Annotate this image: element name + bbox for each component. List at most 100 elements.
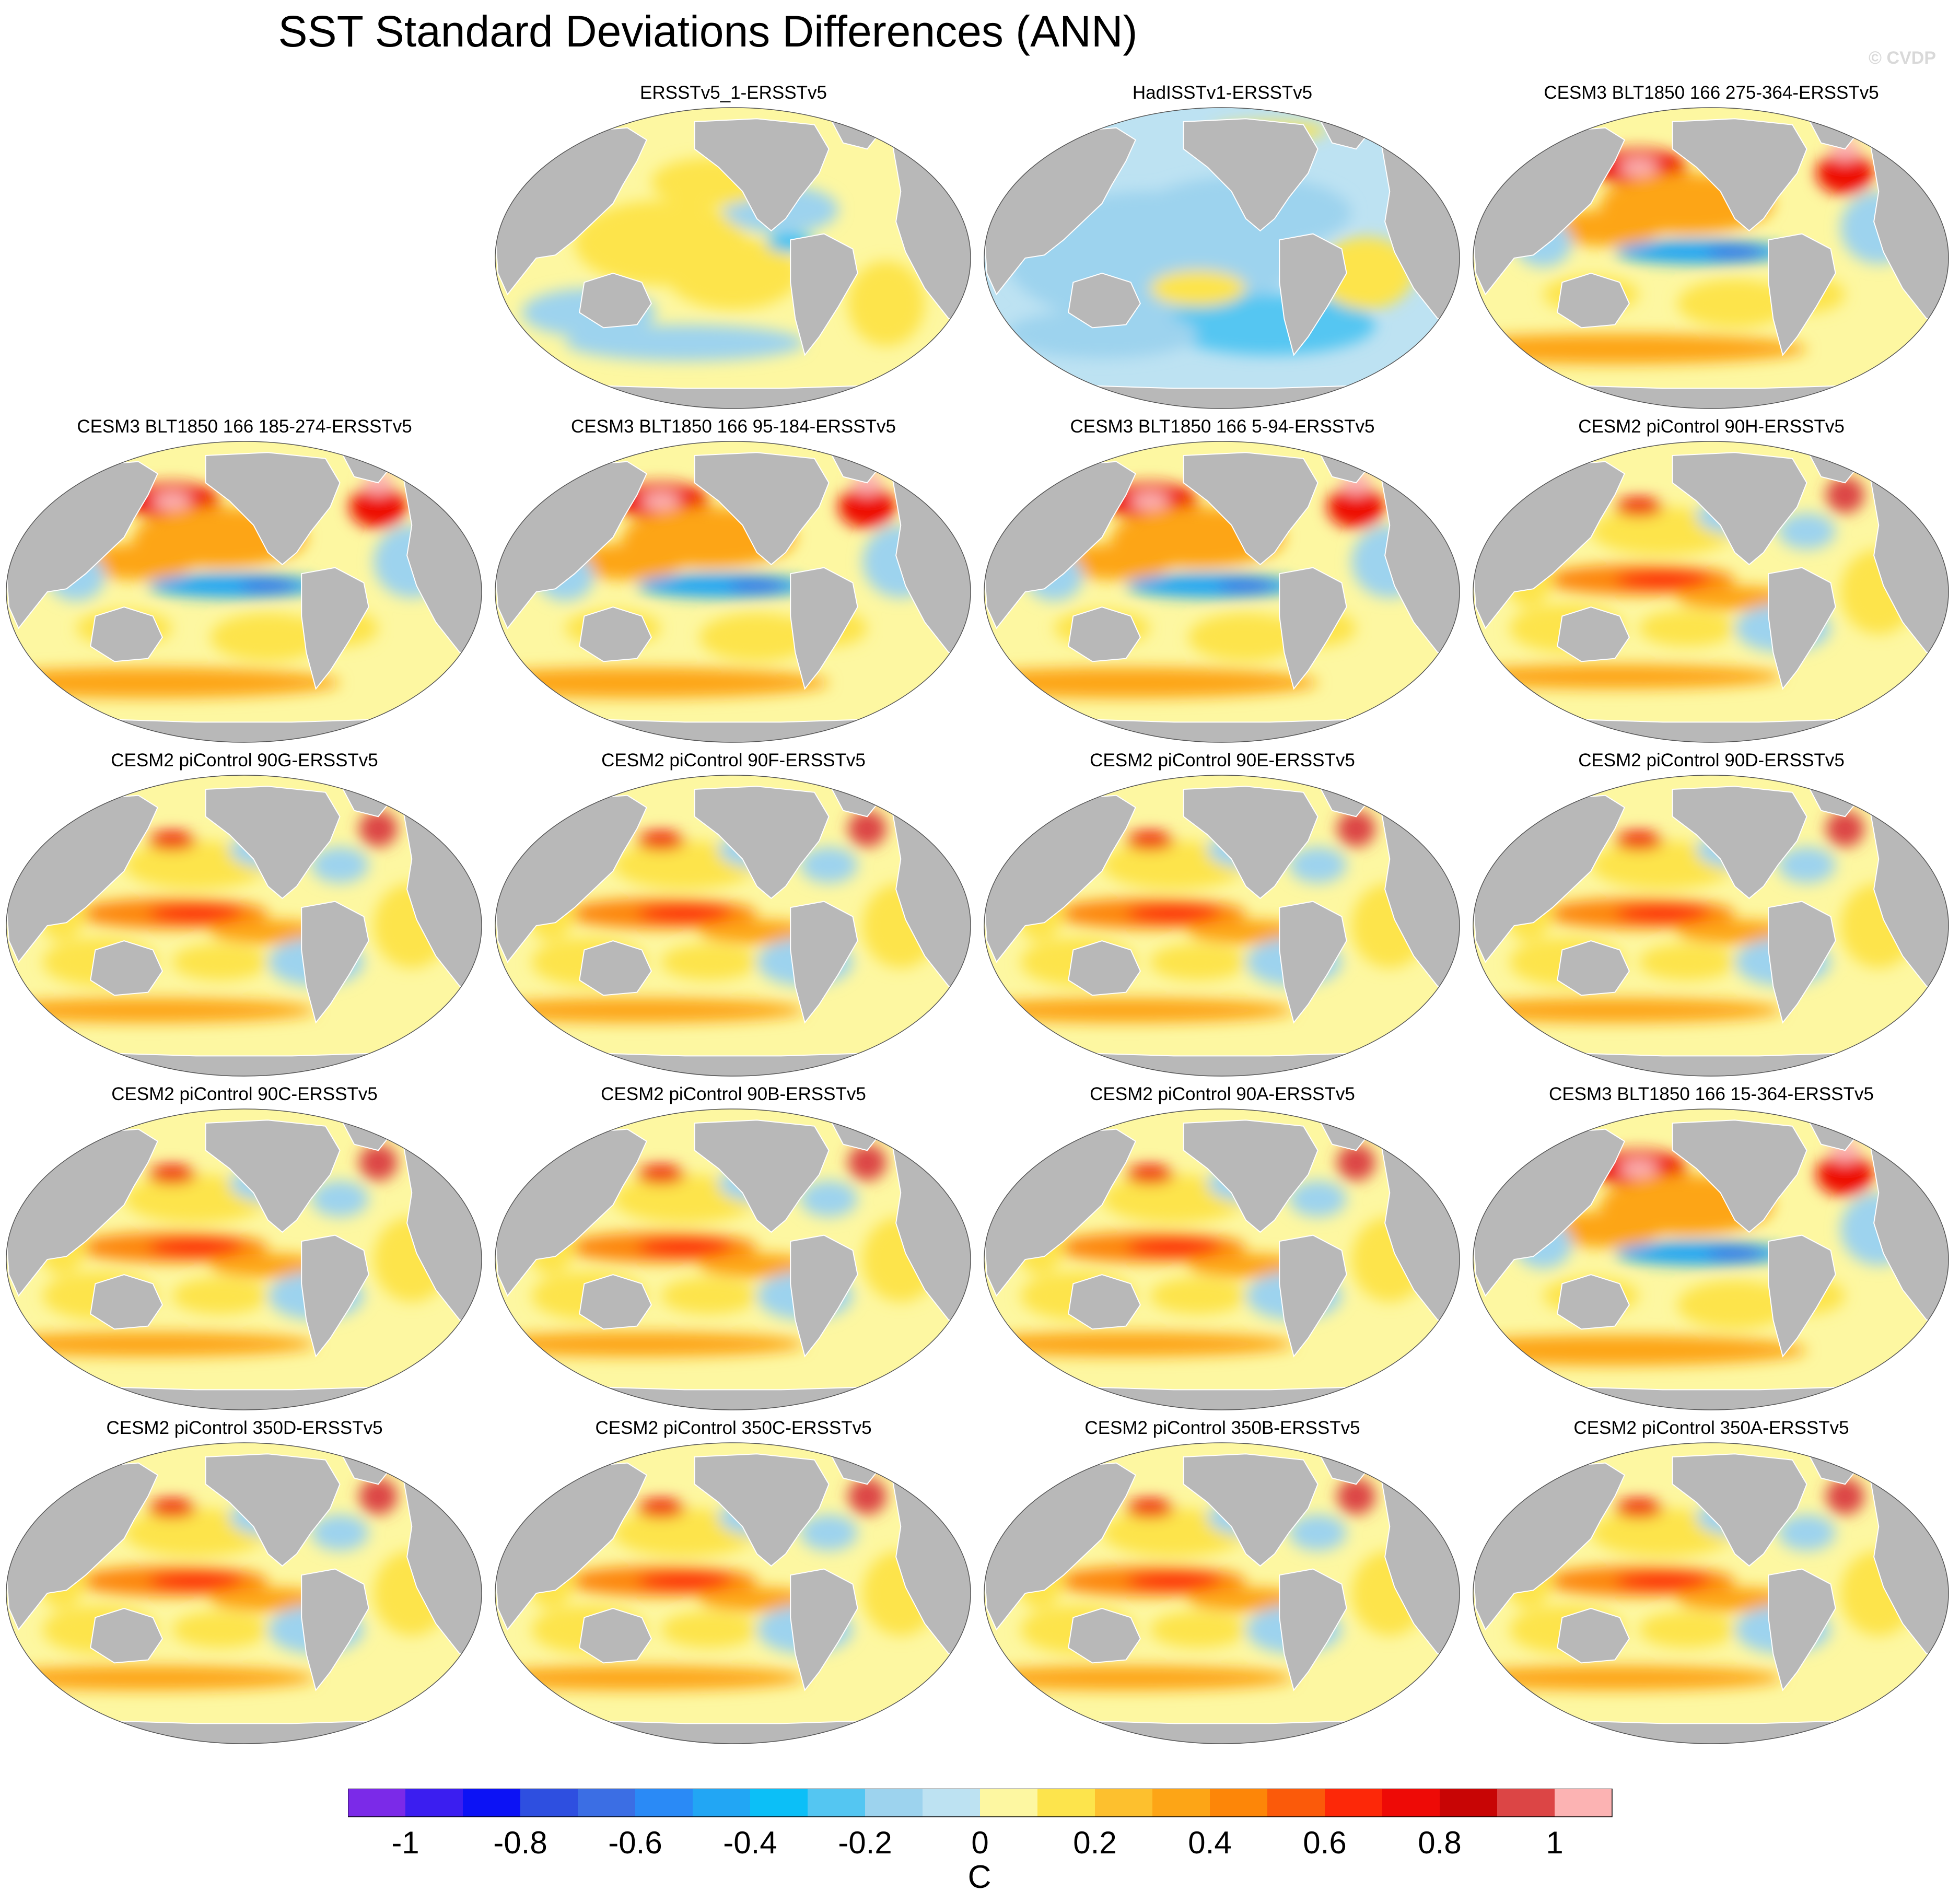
land-mass <box>790 1234 858 1358</box>
colorbar-swatch-16 <box>1267 1789 1325 1817</box>
anomaly-region <box>637 1165 685 1184</box>
colorbar-swatch-21 <box>1555 1789 1612 1817</box>
land-mass <box>1279 233 1347 356</box>
colorbar-tick-label: 0.6 <box>1303 1825 1346 1857</box>
anomaly-region <box>1126 832 1174 850</box>
map-panel: CESM3 BLT1850 166 275-364-ERSSTv5 <box>1467 83 1956 417</box>
colorbar-tick-label: -0.8 <box>493 1825 547 1857</box>
land-mass <box>1557 272 1630 329</box>
map-grid: ERSSTv5_1-ERSSTv5 HadISSTv1-ERSSTv5 CESM3 … <box>6 83 1956 1752</box>
anomaly-region <box>1677 919 1793 944</box>
map-panel: CESM2 piControl 90B-ERSSTv5 <box>489 1084 978 1418</box>
map-panel: CESM2 piControl 90F-ERSSTv5 <box>489 750 978 1084</box>
anomaly-region <box>148 904 244 923</box>
anomaly-region <box>1677 1587 1793 1612</box>
anomaly-region <box>210 1587 326 1612</box>
map-panel: CESM2 piControl 90E-ERSSTv5 <box>978 750 1467 1084</box>
anomaly-region <box>637 1499 685 1517</box>
anomaly-region <box>172 943 268 980</box>
anomaly-region <box>1778 847 1836 883</box>
anomaly-region <box>1706 1247 1764 1259</box>
anomaly-region <box>148 1499 196 1517</box>
map-border <box>495 1108 971 1410</box>
colorbar-swatch-19 <box>1440 1789 1497 1817</box>
anomaly-region <box>148 1165 196 1184</box>
land-mass <box>90 606 164 662</box>
anomaly-region <box>359 810 398 847</box>
anomaly-region <box>210 1253 326 1278</box>
anomaly-region <box>1619 1159 1659 1178</box>
anomaly-region <box>1639 1611 1735 1648</box>
land-mass <box>1768 901 1836 1024</box>
land-mass <box>790 1568 858 1691</box>
anomaly-region <box>848 1478 886 1515</box>
anomaly-region <box>800 1181 858 1217</box>
sst-map <box>984 441 1460 743</box>
colorbar-tick-label: -0.6 <box>608 1825 662 1857</box>
anomaly-region <box>984 1332 1294 1357</box>
anomaly-region <box>1615 904 1711 923</box>
anomaly-region <box>1126 904 1222 923</box>
colorbar-swatch-18 <box>1382 1789 1440 1817</box>
sst-map <box>984 1442 1460 1744</box>
anomaly-region <box>1615 240 1788 264</box>
map-border <box>984 1442 1460 1744</box>
colorbar-swatch-15 <box>1210 1789 1267 1817</box>
main-title: SST Standard Deviations Differences (ANN… <box>278 7 1138 56</box>
anomaly-region <box>1150 1277 1246 1314</box>
land-mass <box>694 1119 830 1233</box>
land-mass <box>1768 567 1836 690</box>
land-mass <box>1068 1274 1141 1330</box>
land-mass <box>1068 272 1141 329</box>
land-mass <box>694 452 830 566</box>
anomaly-region <box>359 1478 398 1515</box>
anomaly-region <box>1615 1572 1711 1591</box>
land-mass <box>1672 786 1807 900</box>
map-border <box>6 1108 482 1410</box>
anomaly-region <box>359 1144 398 1181</box>
land-mass <box>1672 1453 1807 1567</box>
map-border <box>1473 1442 1949 1744</box>
anomaly-region <box>148 1238 244 1257</box>
panel-title: CESM3 BLT1850 166 5-94-ERSSTv5 <box>1070 416 1375 437</box>
colorbar-swatch-3 <box>520 1789 578 1817</box>
sst-map <box>6 441 482 743</box>
land-mass <box>1279 901 1347 1024</box>
anomaly-region <box>148 1572 244 1591</box>
land-mass <box>1068 606 1141 662</box>
anomaly-region <box>661 943 757 980</box>
anomaly-region <box>1615 1499 1663 1517</box>
anomaly-region <box>637 1238 733 1257</box>
land-mass <box>1068 1607 1141 1664</box>
colorbar-frame <box>348 1789 1613 1817</box>
sst-map <box>1473 1108 1949 1410</box>
panel-title: CESM3 BLT1850 166 185-274-ERSSTv5 <box>77 416 412 437</box>
map-border <box>984 441 1460 743</box>
land-mass <box>1557 940 1630 996</box>
map-border <box>495 1442 971 1744</box>
anomaly-region <box>1188 613 1304 662</box>
land-mass <box>205 786 341 900</box>
anomaly-region <box>1126 1165 1174 1184</box>
land-mass <box>1183 118 1319 232</box>
colorbar-tick-label: -0.4 <box>723 1825 777 1857</box>
anomaly-region <box>6 1666 316 1690</box>
anomaly-region <box>311 847 369 883</box>
anomaly-region <box>1126 1499 1174 1517</box>
anomaly-region <box>1677 586 1793 610</box>
anomaly-region <box>1816 1153 1874 1196</box>
land-mass <box>694 118 830 232</box>
colorbar-swatch-11 <box>980 1789 1037 1817</box>
anomaly-region <box>239 579 297 592</box>
anomaly-region <box>637 1572 733 1591</box>
land-mass <box>205 1453 341 1567</box>
land-mass <box>790 901 858 1024</box>
sst-map <box>495 1442 971 1744</box>
panel-title: CESM3 BLT1850 166 275-364-ERSSTv5 <box>1544 83 1879 103</box>
anomaly-region <box>699 919 815 944</box>
sst-map <box>1473 107 1949 409</box>
sst-map <box>1473 441 1949 743</box>
sst-map <box>495 1108 971 1410</box>
map-panel: CESM2 piControl 350B-ERSSTv5 <box>978 1418 1467 1752</box>
colorbar-tick-label: 0 <box>971 1825 988 1857</box>
